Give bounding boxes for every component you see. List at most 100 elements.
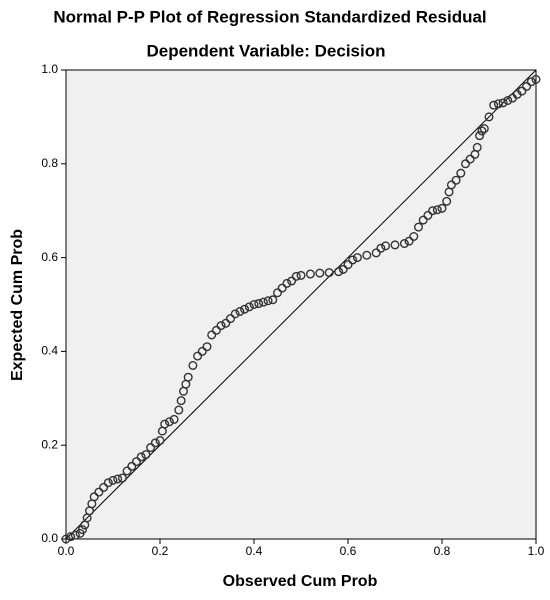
point bbox=[477, 126, 487, 136]
point bbox=[183, 372, 193, 382]
x-axis-label: Observed Cum Prob bbox=[223, 573, 378, 590]
point bbox=[211, 325, 221, 335]
x-tick-label: 0.2 bbox=[152, 544, 169, 558]
point bbox=[348, 255, 358, 265]
point bbox=[399, 239, 409, 249]
point bbox=[498, 98, 508, 108]
point bbox=[428, 206, 438, 216]
point bbox=[230, 309, 240, 319]
reference-line bbox=[65, 69, 537, 540]
point bbox=[150, 438, 160, 448]
point bbox=[141, 450, 151, 460]
point bbox=[517, 86, 527, 96]
point bbox=[404, 236, 414, 246]
point bbox=[531, 74, 541, 84]
point bbox=[263, 296, 273, 306]
point bbox=[414, 222, 424, 232]
point bbox=[188, 360, 198, 370]
point bbox=[475, 131, 485, 141]
point bbox=[131, 457, 141, 467]
y-tick-label: 0.8 bbox=[41, 156, 58, 170]
point bbox=[146, 443, 156, 453]
point bbox=[169, 414, 179, 424]
point bbox=[352, 253, 362, 263]
point bbox=[465, 154, 475, 164]
point bbox=[99, 482, 109, 492]
point bbox=[493, 99, 503, 109]
point bbox=[122, 466, 132, 476]
point bbox=[221, 318, 231, 328]
point bbox=[61, 534, 71, 544]
x-tick-label: 0.6 bbox=[340, 544, 357, 558]
point bbox=[136, 452, 146, 462]
point bbox=[89, 492, 99, 502]
point bbox=[273, 288, 283, 298]
point bbox=[334, 267, 344, 277]
point bbox=[70, 530, 80, 540]
point bbox=[207, 330, 217, 340]
point bbox=[287, 276, 297, 286]
point bbox=[479, 124, 489, 134]
point bbox=[484, 112, 494, 122]
point bbox=[338, 264, 348, 274]
point bbox=[432, 205, 442, 215]
point bbox=[409, 231, 419, 241]
point bbox=[442, 196, 452, 206]
point bbox=[193, 351, 203, 361]
y-axis-label: Expected Cum Prob bbox=[9, 229, 26, 381]
x-tick-label: 0.8 bbox=[434, 544, 451, 558]
point bbox=[77, 525, 87, 535]
x-tick-label: 1.0 bbox=[528, 544, 545, 558]
point bbox=[381, 241, 391, 251]
point bbox=[522, 81, 532, 91]
point bbox=[282, 278, 292, 288]
point bbox=[164, 417, 174, 427]
point bbox=[249, 300, 259, 310]
point bbox=[254, 299, 264, 309]
point bbox=[202, 342, 212, 352]
point bbox=[291, 271, 301, 281]
point bbox=[103, 478, 113, 488]
point bbox=[472, 142, 482, 152]
point bbox=[160, 419, 170, 429]
point bbox=[268, 295, 278, 305]
point bbox=[174, 405, 184, 415]
point bbox=[418, 215, 428, 225]
point bbox=[423, 210, 433, 220]
point bbox=[277, 283, 287, 293]
point bbox=[451, 175, 461, 185]
point bbox=[240, 304, 250, 314]
point bbox=[456, 168, 466, 178]
point bbox=[216, 321, 226, 331]
point bbox=[376, 243, 386, 253]
point bbox=[155, 436, 165, 446]
point bbox=[127, 461, 137, 471]
y-tick-label: 0.2 bbox=[41, 437, 58, 451]
point bbox=[176, 396, 186, 406]
point bbox=[526, 77, 536, 87]
y-tick-label: 0.0 bbox=[41, 531, 58, 545]
point bbox=[305, 269, 315, 279]
point bbox=[461, 159, 471, 169]
point bbox=[197, 346, 207, 356]
point bbox=[94, 487, 104, 497]
point bbox=[489, 100, 499, 110]
point bbox=[66, 532, 76, 542]
y-tick-label: 0.6 bbox=[41, 250, 58, 264]
point bbox=[343, 260, 353, 270]
y-tick-label: 1.0 bbox=[41, 62, 58, 76]
point bbox=[117, 473, 127, 483]
point bbox=[362, 250, 372, 260]
point bbox=[437, 203, 447, 213]
point bbox=[315, 268, 325, 278]
point bbox=[371, 248, 381, 258]
point bbox=[235, 307, 245, 317]
point bbox=[503, 95, 513, 105]
point bbox=[324, 268, 334, 278]
chart-subtitle: Dependent Variable: Decision bbox=[146, 41, 385, 60]
point bbox=[446, 180, 456, 190]
chart-title: Normal P-P Plot of Regression Standardiz… bbox=[53, 7, 486, 26]
y-tick-label: 0.4 bbox=[41, 344, 58, 358]
point bbox=[296, 270, 306, 280]
point bbox=[390, 240, 400, 250]
